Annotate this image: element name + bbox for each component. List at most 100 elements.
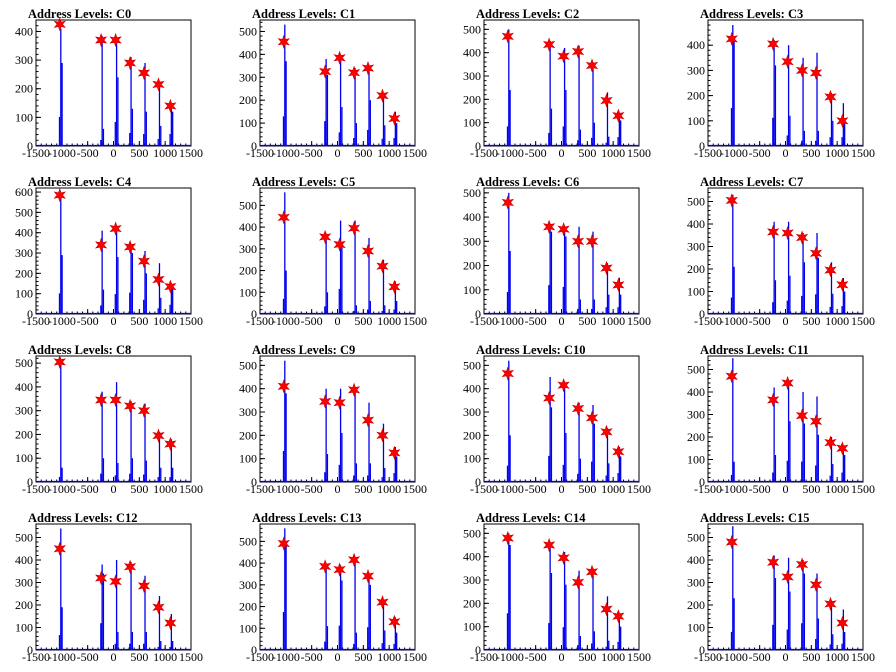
y-tick-label: 500 bbox=[239, 534, 257, 548]
x-tick-label: -500 bbox=[301, 650, 323, 664]
y-tick-label: 0 bbox=[475, 307, 481, 321]
panel-c6: Address Levels: C60100200300400500-1500-… bbox=[463, 175, 651, 328]
x-tick-label: 500 bbox=[802, 146, 820, 160]
star-icon bbox=[809, 414, 823, 429]
star-icon bbox=[347, 221, 361, 236]
star-icon bbox=[501, 530, 515, 546]
star-icon bbox=[571, 234, 585, 249]
y-tick-label: 300 bbox=[687, 63, 705, 77]
star-icon bbox=[501, 29, 515, 44]
x-tick-label: -500 bbox=[301, 146, 323, 160]
y-tick-label: 300 bbox=[239, 70, 257, 84]
star-icon bbox=[152, 428, 165, 443]
y-tick-label: 300 bbox=[687, 576, 705, 590]
y-tick-label: 400 bbox=[15, 553, 33, 567]
x-tick-label: 1500 bbox=[851, 482, 875, 496]
y-tick-label: 100 bbox=[687, 453, 705, 467]
y-tick-label: 200 bbox=[239, 428, 257, 442]
panel-title: Address Levels: C15 bbox=[700, 511, 810, 525]
x-tick-label: -1500 bbox=[694, 314, 722, 328]
x-tick-label: -1000 bbox=[272, 146, 300, 160]
y-tick-label: 300 bbox=[463, 234, 481, 248]
star-icon bbox=[376, 88, 389, 103]
x-tick-label: 500 bbox=[130, 146, 148, 160]
star-icon bbox=[836, 615, 849, 631]
y-tick-label: 300 bbox=[239, 242, 257, 256]
star-icon bbox=[824, 262, 837, 278]
x-tick-label: -1500 bbox=[246, 650, 274, 664]
x-tick-label: 0 bbox=[335, 314, 341, 328]
x-tick-label: -500 bbox=[77, 482, 99, 496]
x-tick-label: 1000 bbox=[825, 650, 849, 664]
star-icon bbox=[543, 537, 556, 553]
star-icon bbox=[164, 615, 177, 631]
panel-c13: Address Levels: C13 0 100 200 300 400 500 -1500… bbox=[239, 511, 427, 664]
y-tick-label: 500 bbox=[15, 356, 33, 370]
panel-c1: Address Levels: C10100200300400500-1500-… bbox=[239, 7, 427, 160]
x-tick-label: -1000 bbox=[48, 482, 76, 496]
panel-c8: Address Levels: C80100200300400500-1500-… bbox=[15, 343, 203, 496]
star-icon bbox=[53, 187, 67, 203]
star-icon bbox=[836, 113, 849, 128]
x-tick-label: 0 bbox=[111, 146, 117, 160]
y-tick-label: 200 bbox=[239, 264, 257, 278]
x-tick-label: 500 bbox=[802, 314, 820, 328]
y-tick-label: 500 bbox=[15, 205, 33, 219]
x-tick-label: 1500 bbox=[627, 650, 651, 664]
x-tick-label: -1000 bbox=[720, 482, 748, 496]
y-tick-label: 100 bbox=[239, 452, 257, 466]
x-tick-label: -1000 bbox=[720, 650, 748, 664]
y-tick-label: 0 bbox=[475, 139, 481, 153]
star-icon bbox=[277, 210, 291, 225]
plot-frame bbox=[35, 355, 192, 483]
x-tick-label: -500 bbox=[525, 482, 547, 496]
x-tick-label: -1500 bbox=[22, 650, 50, 664]
y-tick-label: 0 bbox=[251, 139, 257, 153]
x-tick-label: 0 bbox=[111, 650, 117, 664]
x-tick-label: -1500 bbox=[470, 146, 498, 160]
x-tick-label: 1000 bbox=[377, 146, 401, 160]
y-tick-label: 200 bbox=[687, 89, 705, 103]
x-tick-label: -1000 bbox=[496, 650, 524, 664]
panel-title: Address Levels: C14 bbox=[476, 511, 586, 525]
star-icon bbox=[376, 428, 389, 443]
star-icon bbox=[109, 392, 122, 408]
y-tick-label: 200 bbox=[15, 427, 33, 441]
star-icon bbox=[795, 408, 809, 423]
star-icon bbox=[361, 243, 375, 259]
y-tick-label: 0 bbox=[699, 307, 705, 321]
star-icon bbox=[767, 36, 780, 51]
panel-title: Address Levels: C3 bbox=[700, 7, 803, 21]
y-tick-label: 500 bbox=[239, 24, 257, 38]
star-icon bbox=[152, 272, 165, 287]
y-tick-label: 400 bbox=[463, 46, 481, 60]
y-tick-label: 0 bbox=[251, 307, 257, 321]
x-tick-label: 1000 bbox=[601, 482, 625, 496]
x-tick-label: 1500 bbox=[403, 146, 427, 160]
y-tick-label: 100 bbox=[15, 451, 33, 465]
x-tick-label: -1000 bbox=[272, 314, 300, 328]
panel-title: Address Levels: C5 bbox=[252, 175, 355, 189]
star-icon bbox=[388, 614, 401, 629]
star-icon bbox=[137, 403, 151, 418]
star-icon bbox=[781, 569, 794, 585]
x-tick-label: -1000 bbox=[720, 314, 748, 328]
panel-title: Address Levels: C4 bbox=[28, 175, 132, 189]
star-icon bbox=[612, 444, 625, 459]
y-tick-label: 0 bbox=[699, 643, 705, 657]
y-tick-label: 0 bbox=[699, 475, 705, 489]
y-tick-label: 400 bbox=[687, 385, 705, 399]
x-tick-label: 0 bbox=[783, 314, 789, 328]
star-icon bbox=[600, 424, 613, 439]
x-tick-label: 1500 bbox=[627, 482, 651, 496]
x-tick-label: 500 bbox=[130, 314, 148, 328]
x-tick-label: 1500 bbox=[627, 146, 651, 160]
star-icon bbox=[319, 64, 332, 79]
y-tick-label: 100 bbox=[463, 452, 481, 466]
x-tick-label: 0 bbox=[783, 650, 789, 664]
star-icon bbox=[53, 354, 67, 369]
y-tick-label: 100 bbox=[15, 287, 33, 301]
star-icon bbox=[152, 77, 165, 92]
panel-c4: Address Levels: C4 0 100 200 300 400 500 600 -15… bbox=[15, 175, 203, 328]
